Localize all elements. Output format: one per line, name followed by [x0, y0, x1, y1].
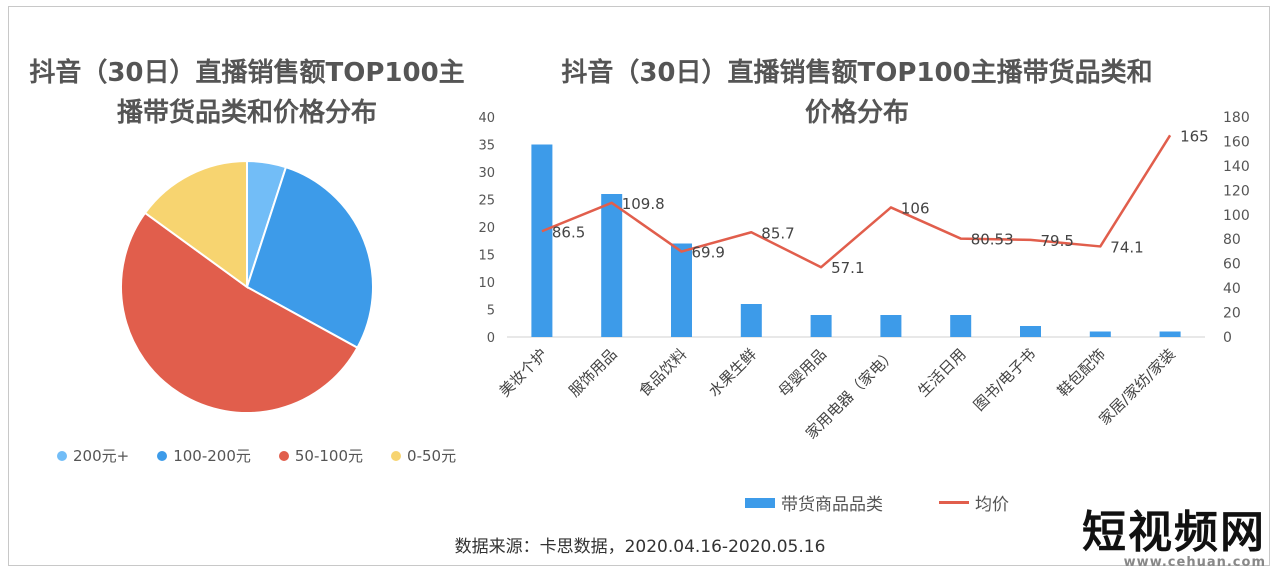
- pie-slice: [120, 211, 359, 414]
- legend-marker-icon: [57, 450, 67, 461]
- x-category-label: 水果生鲜: [705, 345, 760, 400]
- bar: [950, 315, 972, 337]
- pie-slice: [143, 159, 248, 289]
- pie-legend-item: 200元+: [57, 445, 129, 466]
- y-right-tick-label: 100: [1223, 208, 1250, 224]
- y-left-tick-label: 35: [478, 139, 495, 154]
- line-data-label: 165: [1180, 127, 1209, 145]
- line-data-label: 69.9: [692, 244, 725, 262]
- bar: [810, 315, 832, 337]
- x-category-label: 图书/电子书: [970, 345, 1039, 414]
- bar-legend-item: 带货商品品类: [745, 490, 883, 515]
- bar: [1020, 326, 1041, 337]
- y-left-tick-label: 0: [487, 331, 495, 346]
- line-data-label: 109.8: [622, 195, 665, 213]
- line-data-label: 86.5: [552, 223, 585, 241]
- watermark-logo: 短视频网 www.cehuan.com: [1082, 507, 1266, 571]
- pie-legend-item: 0-50元: [391, 445, 456, 466]
- legend-marker-icon: [278, 450, 289, 461]
- bar: [880, 315, 902, 337]
- legend-line-icon: [939, 501, 969, 504]
- x-category-label: 生活日用: [914, 345, 969, 400]
- legend-marker-icon: [391, 450, 402, 461]
- bar: [1089, 331, 1111, 337]
- y-left-tick-label: 10: [478, 276, 495, 291]
- bar: [740, 304, 762, 337]
- data-source-note: 数据来源：卡思数据，2020.04.16-2020.05.16: [454, 537, 826, 557]
- y-left-tick-label: 30: [478, 166, 495, 181]
- bar: [601, 194, 623, 337]
- legend-bar-icon: [745, 497, 775, 508]
- y-left-tick-label: 20: [478, 221, 495, 236]
- bar-legend-label: 带货商品品类: [781, 495, 883, 515]
- bar-legend: 带货商品品类 均价: [745, 490, 1009, 515]
- y-left-tick-label: 15: [478, 249, 495, 264]
- y-right-tick-label: 60: [1223, 257, 1241, 273]
- bar-line-chart: 0 5 10 15 20 25 30 35 40 0 20 40 60 80 100 120 140 160 180…: [478, 110, 1250, 443]
- x-category-label: 食品饮料: [635, 345, 690, 400]
- y-right-tick-label: 20: [1223, 306, 1241, 322]
- y-right-tick-label: 40: [1223, 281, 1241, 297]
- y-left-tick-label: 40: [478, 111, 495, 126]
- y-right-tick-label: 0: [1223, 330, 1232, 346]
- bar: [671, 243, 692, 337]
- y-right-tick-label: 140: [1223, 159, 1250, 175]
- y-right-tick-label: 120: [1223, 183, 1250, 199]
- x-category-label: 母婴用品: [775, 345, 830, 400]
- pie-legend-label: 0-50元: [407, 447, 457, 465]
- y-right-tick-label: 80: [1223, 232, 1241, 248]
- y-left-tick-label: 25: [478, 194, 495, 209]
- x-category-label: 鞋包配饰: [1054, 345, 1109, 400]
- y-right-tick-label: 180: [1223, 110, 1250, 126]
- line-data-label: 79.5: [1041, 232, 1074, 250]
- watermark-url: www.cehuan.com: [1123, 555, 1266, 570]
- x-category-label: 服饰用品: [565, 345, 620, 400]
- pie-legend-item: 100-200元: [157, 445, 251, 466]
- y-right-tick-label: 160: [1223, 134, 1250, 150]
- pie-chart: [120, 159, 374, 414]
- chart-panel: 抖音（30日）直播销售额TOP100主播带货品类和价格分布 抖音（30日）直播销…: [8, 6, 1270, 566]
- pie-chart-title: 抖音（30日）直播销售额TOP100主播带货品类和价格分布: [29, 58, 465, 129]
- line-legend-label: 均价: [975, 495, 1009, 515]
- bar-legend-item: 均价: [939, 490, 1009, 515]
- line-data-label: 57.1: [831, 259, 864, 277]
- line-data-label: 106: [901, 199, 930, 217]
- line-data-label: 85.7: [761, 224, 794, 242]
- average-price-line: [541, 134, 1172, 269]
- line-data-label: 74.1: [1110, 238, 1143, 256]
- watermark-name: 短视频网: [1082, 507, 1266, 558]
- pie-legend-label: 50-100元: [294, 447, 364, 465]
- legend-marker-icon: [157, 450, 168, 461]
- bar: [531, 144, 553, 337]
- bar-chart-title: 抖音（30日）直播销售额TOP100主播带货品类和价格分布: [561, 58, 1153, 129]
- pie-slice: [245, 165, 374, 350]
- pie-legend-item: 50-100元: [278, 445, 364, 466]
- pie-legend: 200元+ 100-200元 50-100元 0-50元: [57, 445, 456, 466]
- bar: [1159, 331, 1181, 337]
- x-category-label: 美妆个护: [496, 345, 551, 400]
- pie-legend-label: 200元+: [73, 447, 130, 465]
- y-left-tick-label: 5: [487, 304, 495, 319]
- pie-legend-label: 100-200元: [173, 447, 251, 465]
- line-data-label: 80.53: [971, 231, 1014, 249]
